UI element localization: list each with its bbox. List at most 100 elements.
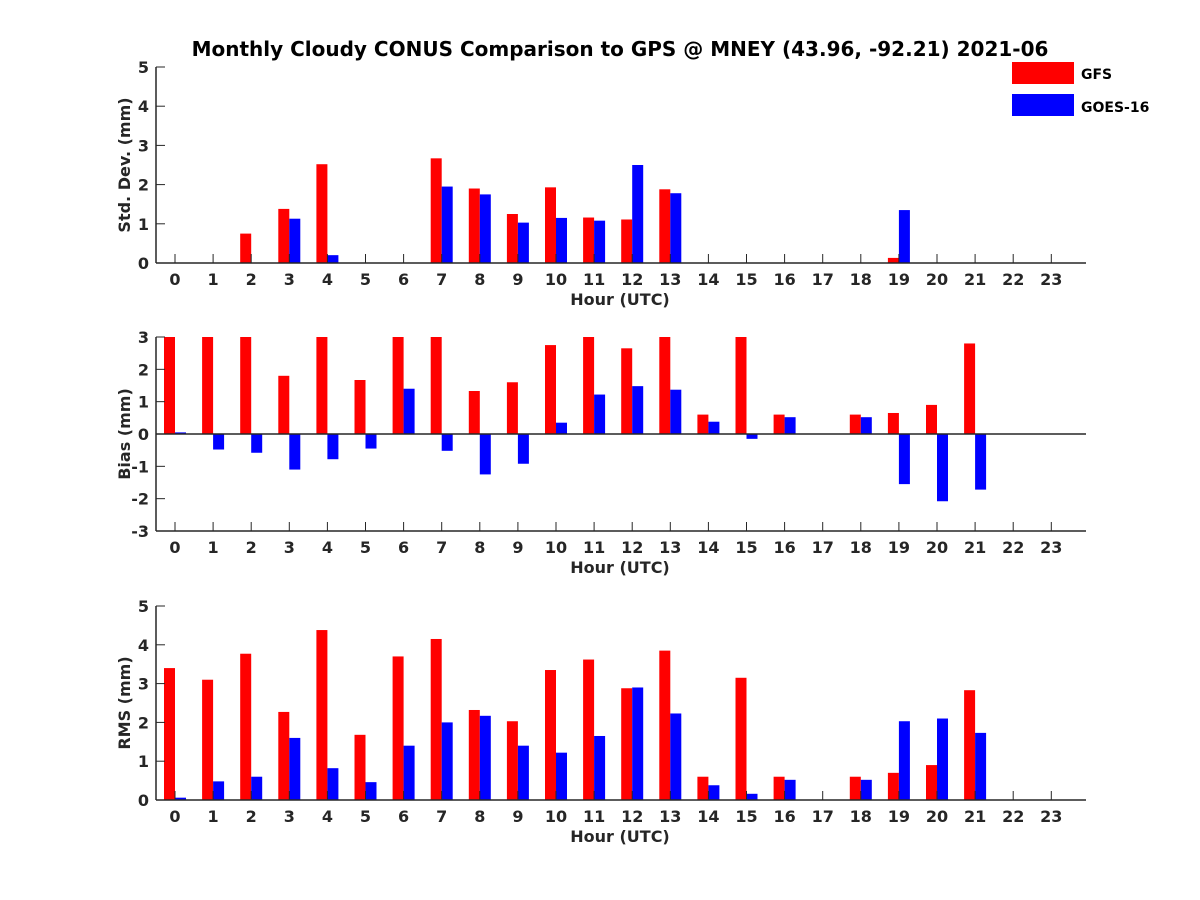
rms-y-tick-label-3: 3 — [138, 675, 149, 694]
rms-x-tick-label-17: 17 — [812, 807, 834, 826]
rms-x-tick-label-16: 16 — [773, 807, 795, 826]
bias-bar-gfs-0 — [164, 337, 175, 434]
bias-x-tick-label-19: 19 — [888, 538, 910, 557]
rms-bar-goes16-10 — [556, 752, 567, 800]
rms-x-tick-label-18: 18 — [850, 807, 872, 826]
rms-x-tick-label-8: 8 — [474, 807, 485, 826]
bias-x-tick-label-0: 0 — [169, 538, 180, 557]
std-dev-bar-gfs-9 — [506, 214, 518, 263]
rms-y-tick-label-2: 2 — [138, 713, 149, 732]
std-dev-y-tick-label-2: 2 — [138, 176, 149, 195]
bias-bar-gfs-15 — [735, 337, 747, 434]
std-dev-x-tick-label-1: 1 — [208, 270, 219, 289]
bias-bar-goes16-19 — [898, 434, 910, 485]
std-dev-bar-gfs-10 — [545, 187, 556, 263]
rms-bar-gfs-14 — [697, 776, 709, 800]
bias-bar-goes16-4 — [327, 434, 339, 460]
std-dev-bar-goes16-8 — [479, 194, 491, 263]
rms-y-tick-label-1: 1 — [138, 752, 149, 771]
rms-bar-gfs-9 — [506, 721, 518, 800]
rms-bar-gfs-11 — [583, 659, 595, 800]
rms-bar-goes16-8 — [479, 715, 491, 800]
rms-bar-gfs-19 — [887, 772, 899, 800]
bias-bar-gfs-7 — [430, 337, 442, 434]
bias-x-tick-label-7: 7 — [436, 538, 447, 557]
rms-bar-goes16-4 — [327, 768, 339, 800]
rms-x-tick-label-15: 15 — [735, 807, 757, 826]
bias-bar-goes16-16 — [784, 417, 796, 434]
bias-x-tick-label-18: 18 — [850, 538, 872, 557]
legend-label-gfs: GFS — [1081, 67, 1112, 83]
rms-x-tick-label-6: 6 — [398, 807, 409, 826]
std-dev-x-tick-label-21: 21 — [964, 270, 986, 289]
std-dev-x-tick-label-16: 16 — [773, 270, 795, 289]
rms-x-tick-label-22: 22 — [1002, 807, 1024, 826]
bias-y-tick-label-2: -1 — [131, 457, 149, 476]
bias-bar-gfs-2 — [240, 337, 252, 434]
bias-y-tick-label-5: 2 — [138, 360, 149, 379]
bias-bar-goes16-11 — [594, 394, 606, 434]
rms-x-tick-label-5: 5 — [360, 807, 371, 826]
bias-bar-gfs-16 — [773, 414, 785, 434]
std-dev-x-tick-label-13: 13 — [659, 270, 681, 289]
rms-bar-gfs-16 — [773, 776, 785, 800]
bias-x-tick-label-14: 14 — [697, 538, 719, 557]
bias-bar-gfs-5 — [354, 380, 366, 434]
std-dev-bar-gfs-12 — [621, 219, 633, 263]
bias-bar-gfs-1 — [202, 337, 214, 434]
bias-bar-gfs-13 — [659, 337, 671, 434]
bias-bar-gfs-10 — [545, 345, 556, 434]
rms-y-tick-label-0: 0 — [138, 791, 149, 810]
bias-bar-gfs-11 — [583, 337, 595, 434]
rms-bar-goes16-13 — [670, 713, 682, 800]
std-dev-x-tick-label-23: 23 — [1040, 270, 1062, 289]
bias-bar-goes16-1 — [213, 434, 225, 450]
std-dev-x-tick-label-3: 3 — [284, 270, 295, 289]
rms-x-tick-label-1: 1 — [208, 807, 219, 826]
bias-bar-goes16-18 — [860, 417, 872, 434]
rms-x-tick-label-4: 4 — [322, 807, 333, 826]
std-dev-bar-goes16-7 — [441, 186, 453, 263]
bias-panel: 0 1 2 3 4 5 6 7 8 9 10 11 12 13 14 15 16 17 18 19 20 21 22 23-3… — [115, 328, 1086, 577]
std-dev-x-tick-label-17: 17 — [812, 270, 834, 289]
rms-x-tick-label-23: 23 — [1040, 807, 1062, 826]
std-dev-bar-gfs-3 — [278, 208, 290, 263]
rms-bar-gfs-3 — [278, 711, 290, 800]
rms-bar-goes16-14 — [708, 785, 720, 800]
bias-bar-goes16-14 — [708, 421, 720, 434]
bias-x-tick-label-16: 16 — [773, 538, 795, 557]
rms-bar-gfs-20 — [926, 765, 937, 800]
rms-bar-goes16-6 — [403, 745, 415, 800]
std-dev-bar-goes16-4 — [327, 255, 339, 263]
bias-x-tick-label-23: 23 — [1040, 538, 1062, 557]
bias-bar-goes16-13 — [670, 389, 682, 434]
rms-bar-gfs-0 — [164, 668, 175, 800]
std-dev-y-tick-label-3: 3 — [138, 136, 149, 155]
bias-bar-goes16-2 — [251, 434, 263, 453]
bias-x-tick-label-8: 8 — [474, 538, 485, 557]
std-dev-bar-gfs-2 — [240, 233, 252, 263]
bias-bar-gfs-14 — [697, 414, 709, 434]
std-dev-x-tick-label-8: 8 — [474, 270, 485, 289]
rms-bar-gfs-10 — [545, 670, 556, 800]
rms-panel: 0 1 2 3 4 5 6 7 8 9 10 11 12 13 14 15 16 17 18 19 20 21 22 2301… — [115, 597, 1086, 846]
legend: GFS GOES-16 — [1012, 62, 1149, 116]
rms-bar-goes16-12 — [632, 687, 644, 800]
std-dev-x-tick-label-4: 4 — [322, 270, 333, 289]
rms-bar-gfs-7 — [430, 638, 442, 800]
std-dev-x-tick-label-11: 11 — [583, 270, 605, 289]
rms-bar-gfs-5 — [354, 734, 366, 800]
bias-bar-goes16-5 — [365, 434, 377, 449]
std-dev-x-tick-label-0: 0 — [169, 270, 180, 289]
rms-bar-gfs-21 — [964, 690, 976, 800]
std-dev-x-tick-label-7: 7 — [436, 270, 447, 289]
rms-y-axis-label: RMS (mm) — [115, 656, 134, 749]
bias-bar-gfs-12 — [621, 348, 633, 434]
bias-bar-goes16-10 — [556, 422, 567, 434]
rms-bar-goes16-9 — [517, 745, 529, 800]
bias-x-tick-label-12: 12 — [621, 538, 643, 557]
bias-y-tick-label-3: 0 — [138, 425, 149, 444]
std-dev-x-tick-label-19: 19 — [888, 270, 910, 289]
rms-x-tick-label-3: 3 — [284, 807, 295, 826]
